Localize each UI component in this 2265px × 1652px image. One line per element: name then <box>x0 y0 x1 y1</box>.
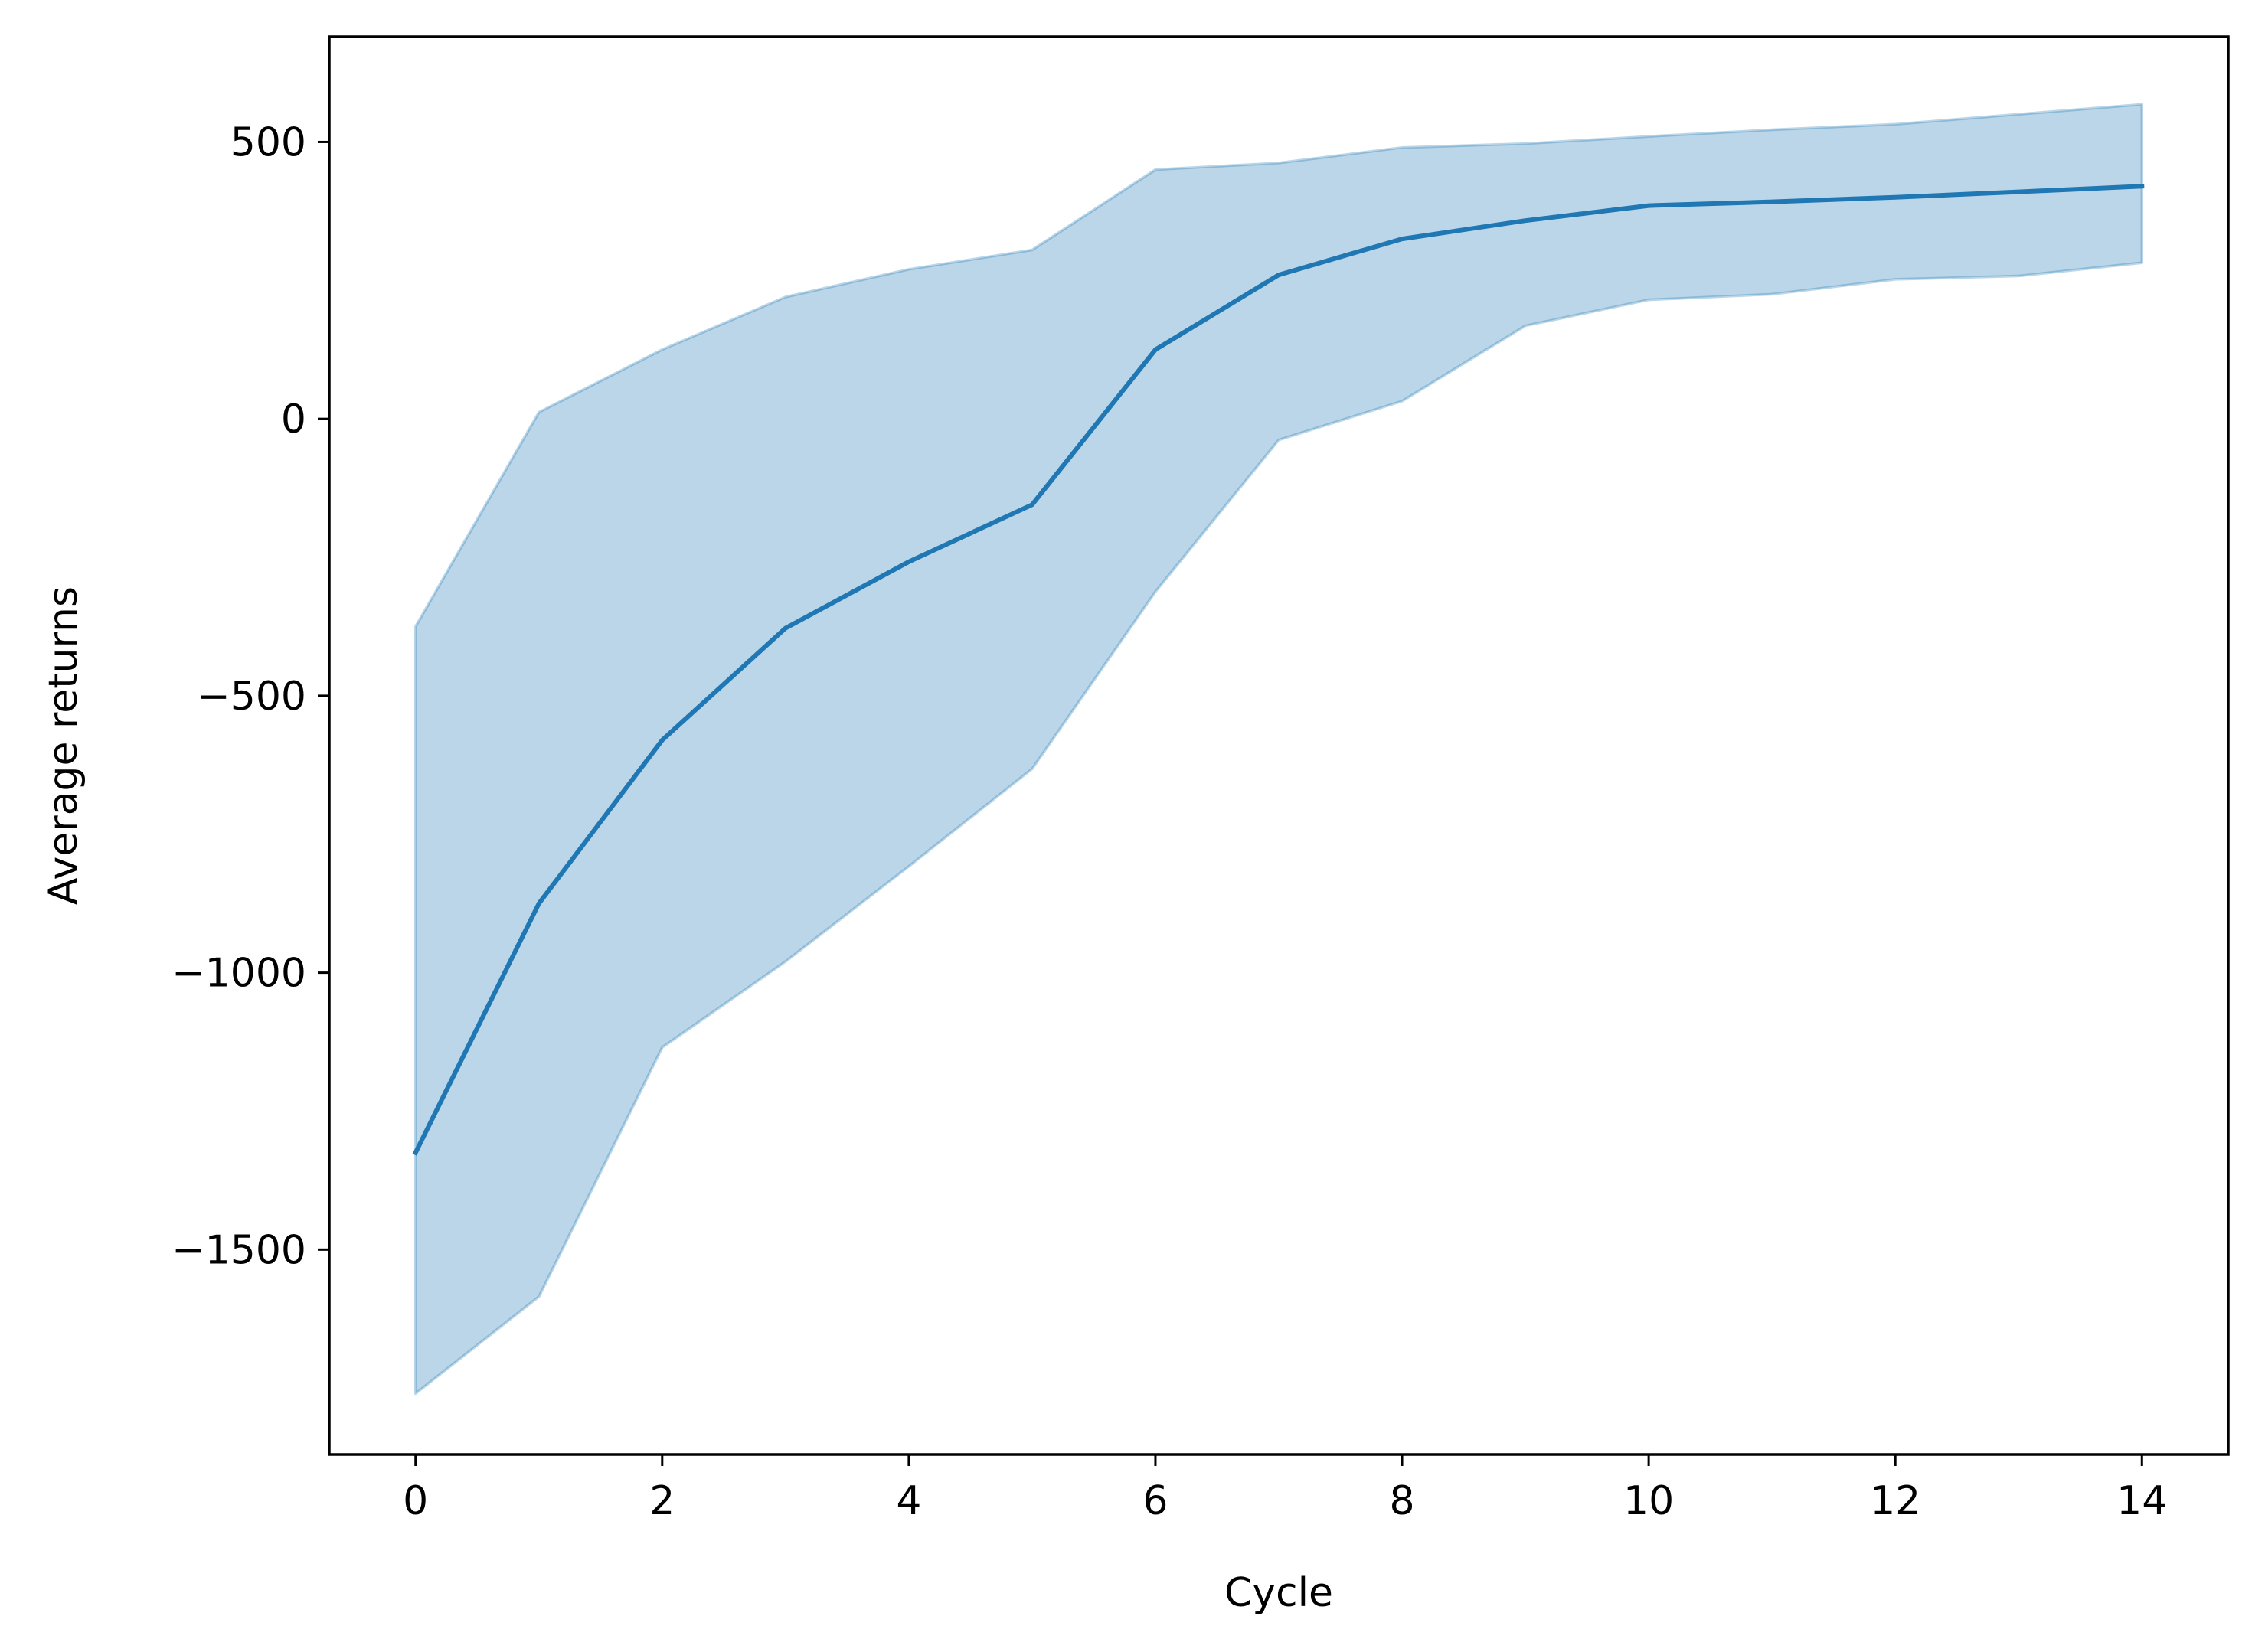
y-axis-title: Average returns <box>41 586 87 905</box>
y-axis-ticks: 500 0 −500 −1000 −1500 <box>172 119 329 1273</box>
series-line-group <box>412 184 2145 1156</box>
plot-frame <box>328 35 2230 1456</box>
series-line-0 <box>412 184 2145 1156</box>
x-tick-label: 4 <box>896 1478 921 1524</box>
confidence-band <box>413 103 2144 1396</box>
confidence-band-area <box>413 103 2144 1396</box>
x-tick-label: 6 <box>1142 1478 1168 1524</box>
y-tick-label: −1000 <box>172 951 306 997</box>
y-tick-label: 0 <box>281 397 306 442</box>
y-tick-label: −500 <box>197 674 306 720</box>
x-tick-label: 2 <box>649 1478 675 1524</box>
y-tick-label: 500 <box>230 119 306 165</box>
x-axis-title: Cycle <box>1224 1570 1333 1616</box>
x-tick-label: 10 <box>1623 1478 1674 1524</box>
y-tick-label: −1500 <box>172 1227 306 1273</box>
x-tick-label: 12 <box>1870 1478 1920 1524</box>
x-tick-label: 0 <box>403 1478 428 1524</box>
x-tick-label: 8 <box>1389 1478 1414 1524</box>
x-tick-label: 14 <box>2116 1478 2167 1524</box>
x-axis-ticks: 0 2 4 6 8 10 12 14 <box>403 1454 2167 1524</box>
